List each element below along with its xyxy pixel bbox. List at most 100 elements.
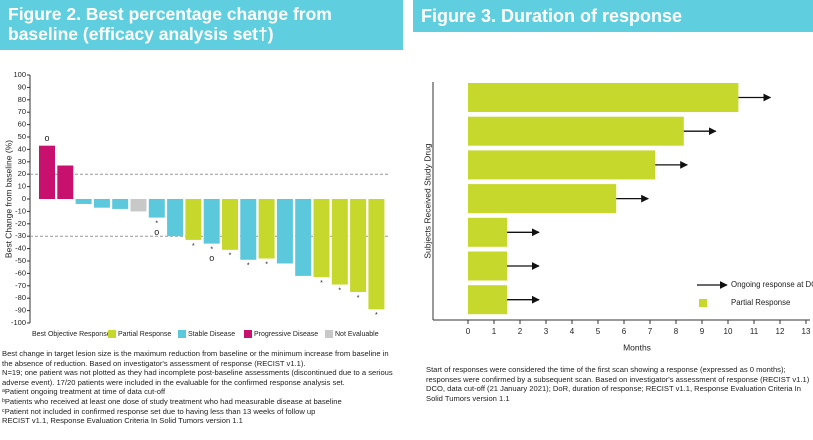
x-tick-label: 0 xyxy=(466,327,471,336)
y-tick-label: -20 xyxy=(15,219,26,228)
bar-note: * xyxy=(229,253,232,260)
x-tick-label: 3 xyxy=(544,327,549,336)
bar-note: o xyxy=(44,133,49,143)
bar xyxy=(167,199,184,237)
figure-3-footnotes: Start of responses were considered the t… xyxy=(426,365,813,403)
footnote: ᶜPatient not included in confirmed respo… xyxy=(2,406,316,416)
x-tick-label: 2 xyxy=(518,327,523,336)
y-tick-label: 60 xyxy=(18,120,26,129)
bar-note: * xyxy=(320,280,323,287)
bar-note: * xyxy=(210,246,213,253)
bar-note: * xyxy=(192,243,195,250)
x-tick-label: 7 xyxy=(648,327,653,336)
x-axis-title: Months xyxy=(623,342,651,352)
x-tick-label: 13 xyxy=(802,327,811,336)
figure-3-title: Figure 3. Duration of response xyxy=(413,0,813,32)
bar-note: * xyxy=(247,263,250,270)
footnote: DCO, data cut-off (21 January 2021); DoR… xyxy=(426,384,801,403)
bar xyxy=(203,199,220,244)
x-tick-label: 5 xyxy=(596,327,601,336)
y-axis-title: Best Change from baseline (%) xyxy=(3,140,13,258)
legend-label: Not Evaluable xyxy=(335,331,379,338)
bar xyxy=(276,199,293,264)
footnote: Start of responses were considered the t… xyxy=(426,365,810,384)
x-tick-label: 11 xyxy=(750,327,759,336)
bar xyxy=(240,199,257,260)
bar-note: * xyxy=(338,287,341,294)
y-tick-label: 40 xyxy=(18,144,26,153)
x-tick-label: 4 xyxy=(570,327,575,336)
figure-2-footnotes: Best change in target lesion size is the… xyxy=(2,349,400,426)
bar xyxy=(57,165,74,199)
figure-2-title: Figure 2. Best percentage change from ba… xyxy=(0,0,403,50)
bar xyxy=(130,199,147,212)
y-tick-label: -40 xyxy=(15,244,26,253)
legend-swatch xyxy=(325,330,333,338)
y-tick-label: -90 xyxy=(15,306,26,315)
footnote: Best change in target lesion size is the… xyxy=(2,349,389,368)
legend-label: Stable Disease xyxy=(188,331,235,338)
bar xyxy=(468,184,617,214)
x-tick-label: 12 xyxy=(776,327,785,336)
footnote: ᵇPatients who received at least one dose… xyxy=(2,396,342,406)
bar xyxy=(468,83,739,112)
legend-title: Best Objective Response: xyxy=(32,331,113,338)
y-tick-label: -50 xyxy=(15,256,26,265)
legend-label: Ongoing response at DCO xyxy=(731,280,813,289)
y-tick-label: 20 xyxy=(18,169,26,178)
legend-swatch xyxy=(699,299,707,307)
bar xyxy=(468,150,656,180)
x-tick-label: 1 xyxy=(492,327,497,336)
bar-note: * xyxy=(375,312,378,319)
bar xyxy=(468,251,507,281)
bar-note: o xyxy=(154,227,159,237)
bar xyxy=(468,285,507,315)
legend-label: Partial Response xyxy=(118,331,171,338)
bar xyxy=(331,199,348,285)
bar-note: * xyxy=(357,295,360,302)
bar xyxy=(468,116,684,146)
bar xyxy=(350,199,367,292)
bar xyxy=(39,145,55,199)
bar xyxy=(368,199,385,310)
legend-label: Partial Response xyxy=(731,298,790,307)
y-tick-label: 90 xyxy=(18,82,26,91)
y-tick-label: 0 xyxy=(22,194,26,203)
y-tick-label: 50 xyxy=(18,132,26,141)
y-tick-label: 70 xyxy=(18,107,26,116)
footnote: N=19; one patient was not plotted as the… xyxy=(2,368,393,387)
legend-swatch xyxy=(108,330,116,338)
legend-swatch xyxy=(178,330,186,338)
bar-note: * xyxy=(265,261,268,268)
bar xyxy=(93,199,110,208)
bar xyxy=(148,199,165,218)
y-tick-label: -100 xyxy=(11,318,26,327)
y-tick-label: -30 xyxy=(15,231,26,240)
legend-label: Progressive Disease xyxy=(254,331,318,338)
y-tick-label: 30 xyxy=(18,157,26,166)
y-tick-label: 100 xyxy=(13,70,26,79)
x-tick-label: 10 xyxy=(724,327,733,336)
footnote: ᵃPatient ongoing treatment at time of da… xyxy=(2,387,166,397)
y-tick-label: -60 xyxy=(15,268,26,277)
bar xyxy=(313,199,330,278)
x-tick-label: 6 xyxy=(622,327,627,336)
y-tick-label: 80 xyxy=(18,95,26,104)
bar-note: * xyxy=(155,220,158,227)
bar xyxy=(295,199,312,276)
y-tick-label: -70 xyxy=(15,281,26,290)
y-axis-title: Subjects Received Study Drug xyxy=(422,143,432,259)
y-tick-label: 10 xyxy=(18,182,26,191)
bar xyxy=(222,199,238,250)
bar xyxy=(75,199,92,204)
bar xyxy=(185,199,202,240)
x-tick-label: 8 xyxy=(674,327,679,336)
y-tick-label: -10 xyxy=(15,206,26,215)
y-tick-label: -80 xyxy=(15,293,26,302)
x-tick-label: 9 xyxy=(700,327,705,336)
legend-swatch xyxy=(244,330,252,338)
bar xyxy=(112,199,129,209)
bar xyxy=(468,217,507,247)
